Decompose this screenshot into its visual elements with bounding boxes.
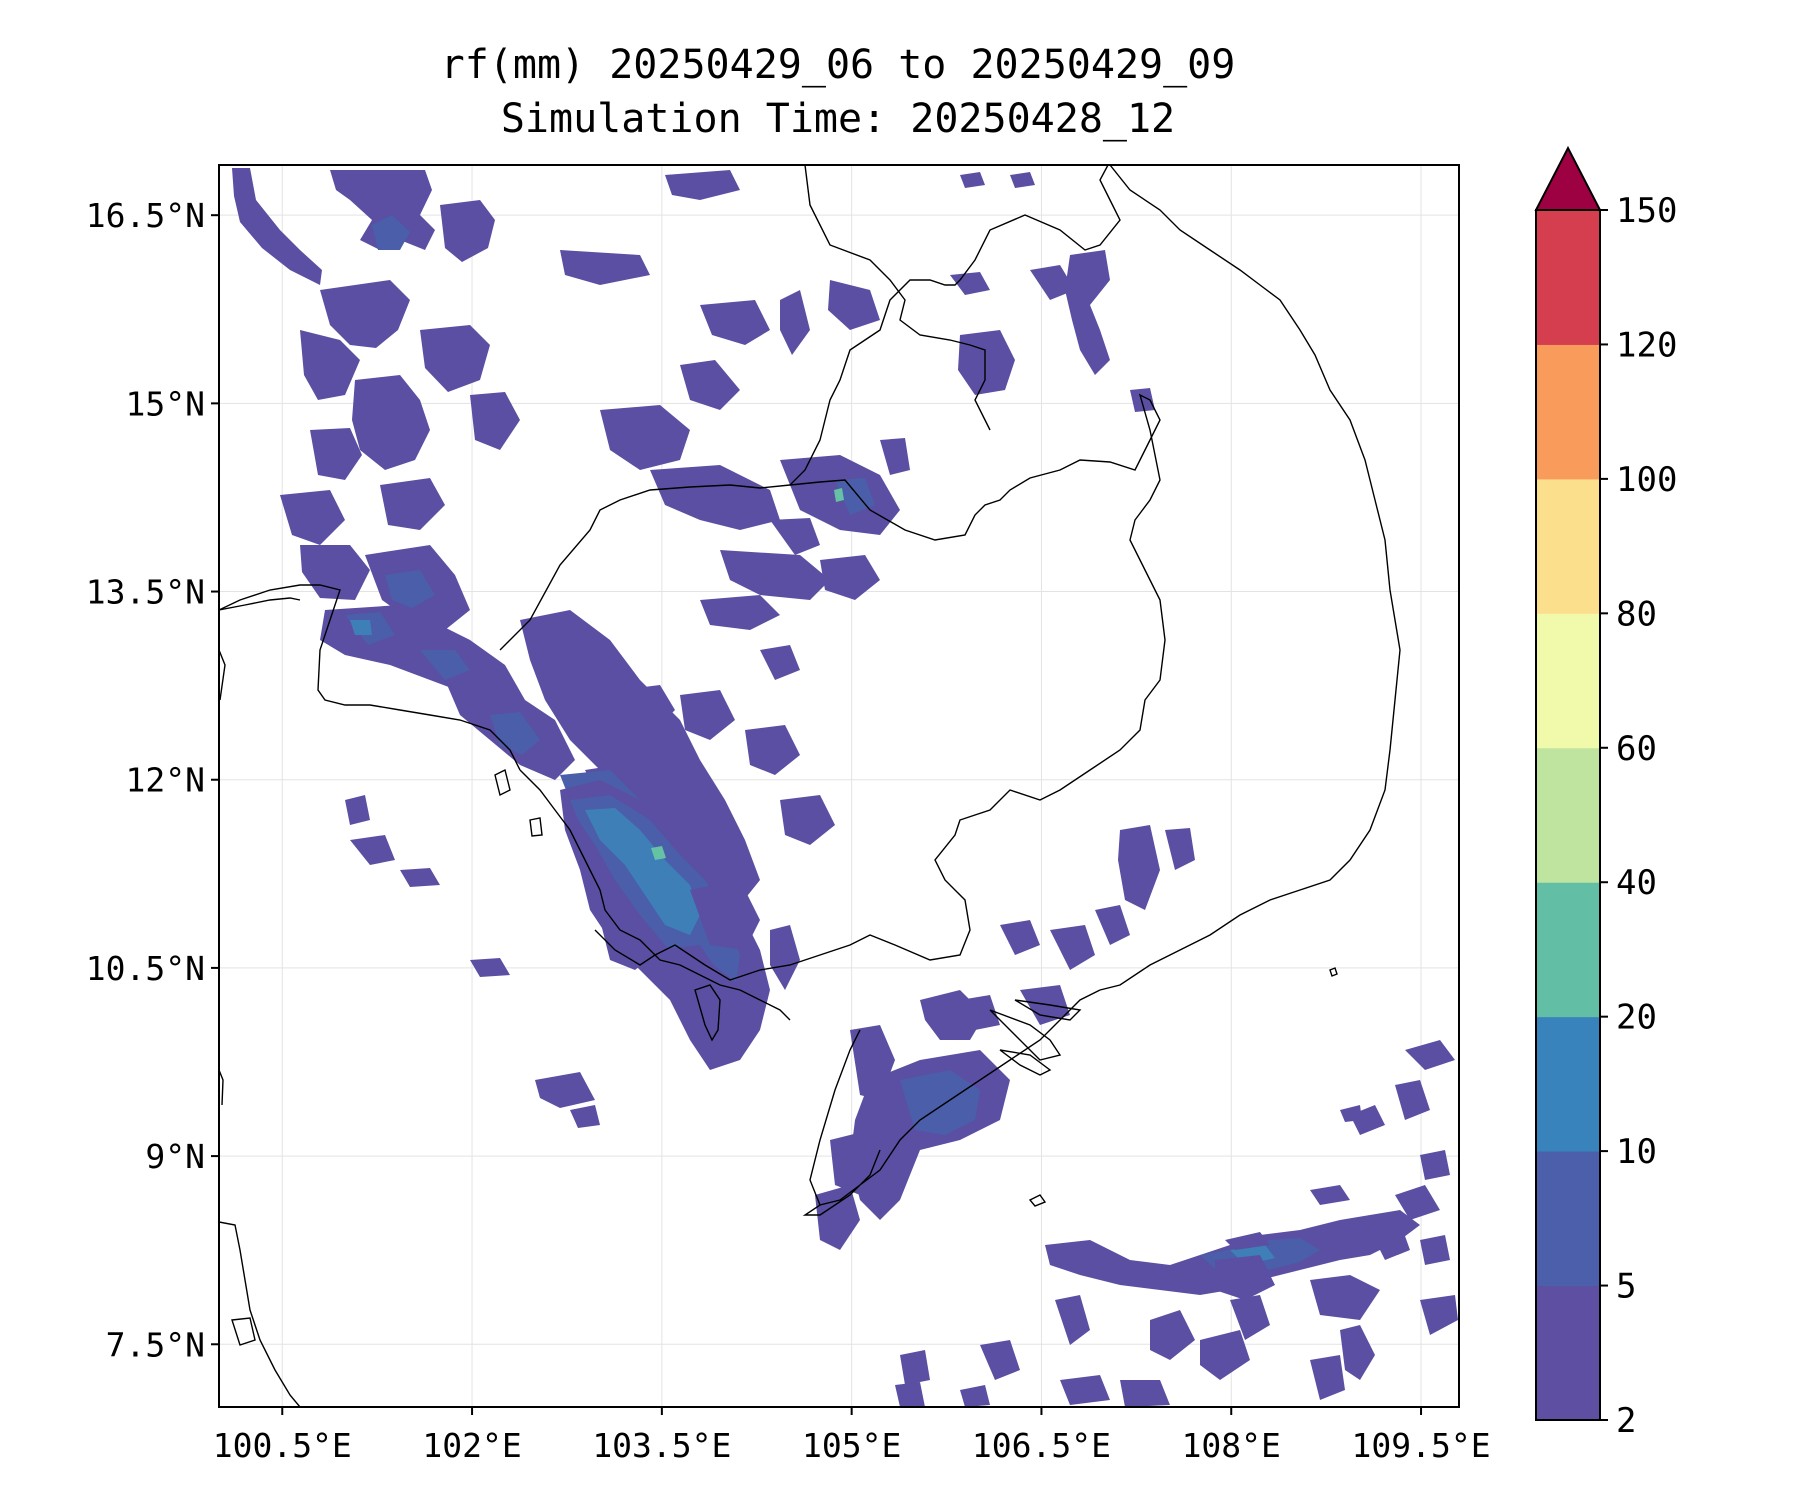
- colorbar-bin: [1536, 344, 1600, 480]
- colorbar-bin: [1536, 747, 1600, 883]
- map-frame: [218, 164, 1460, 1408]
- colorbar-bin: [1536, 613, 1600, 749]
- colorbar-label: 120: [1616, 325, 1677, 365]
- colorbar-label: 100: [1616, 460, 1677, 500]
- lon-tick-label: 103.5°E: [592, 1426, 731, 1465]
- lon-tick-label: 105°E: [802, 1426, 901, 1465]
- colorbar-extend-arrow: [1534, 145, 1602, 211]
- colorbar-frame: [1535, 209, 1601, 1421]
- colorbar: 2 5 10 20 40 60 80 100 120 150: [1534, 145, 1677, 1441]
- colorbar-bin: [1536, 1016, 1600, 1152]
- lat-tick-label: 16.5°N: [86, 196, 205, 235]
- colorbar-label: 150: [1616, 191, 1677, 231]
- lon-tick-label: 102°E: [422, 1426, 521, 1465]
- colorbar-label: 5: [1616, 1267, 1636, 1307]
- lat-tick-label: 13.5°N: [86, 573, 205, 612]
- colorbar-bin: [1536, 210, 1600, 345]
- lon-tick-label: 108°E: [1182, 1426, 1281, 1465]
- colorbar-label: 2: [1616, 1401, 1636, 1441]
- title-line-1: rf(mm) 20250429_06 to 20250429_09: [441, 42, 1236, 88]
- colorbar-label: 20: [1616, 998, 1657, 1038]
- colorbar-bin: [1536, 478, 1600, 614]
- coastlines-and-borders: [219, 165, 1401, 1407]
- colorbar-bin: [1536, 882, 1600, 1018]
- lat-tick-label: 7.5°N: [106, 1325, 205, 1364]
- longitude-ticks: 100.5°E 102°E 103.5°E 105°E 106.5°E 108°E 109.…: [213, 1407, 1491, 1465]
- lat-tick-label: 9°N: [145, 1137, 205, 1176]
- colorbar-bin: [1536, 1151, 1600, 1287]
- title-line-2: Simulation Time: 20250428_12: [501, 96, 1175, 142]
- lon-tick-label: 109.5°E: [1352, 1426, 1491, 1465]
- map-panel: 100.5°E 102°E 103.5°E 105°E 106.5°E 108°E 109.…: [86, 164, 1491, 1465]
- rainfall-field: [232, 168, 1458, 1407]
- colorbar-label: 40: [1616, 863, 1657, 903]
- lon-tick-label: 106.5°E: [972, 1426, 1111, 1465]
- latitude-ticks: 16.5°N 15°N 13.5°N 12°N 10.5°N 9°N 7.5°N: [86, 196, 219, 1364]
- colorbar-bin: [1536, 1285, 1600, 1421]
- lat-tick-label: 10.5°N: [86, 949, 205, 988]
- colorbar-label: 80: [1616, 594, 1657, 634]
- lat-tick-label: 15°N: [126, 384, 205, 423]
- lon-tick-label: 100.5°E: [213, 1426, 352, 1465]
- colorbar-label: 10: [1616, 1132, 1657, 1172]
- lat-tick-label: 12°N: [126, 761, 205, 800]
- colorbar-label: 60: [1616, 729, 1657, 769]
